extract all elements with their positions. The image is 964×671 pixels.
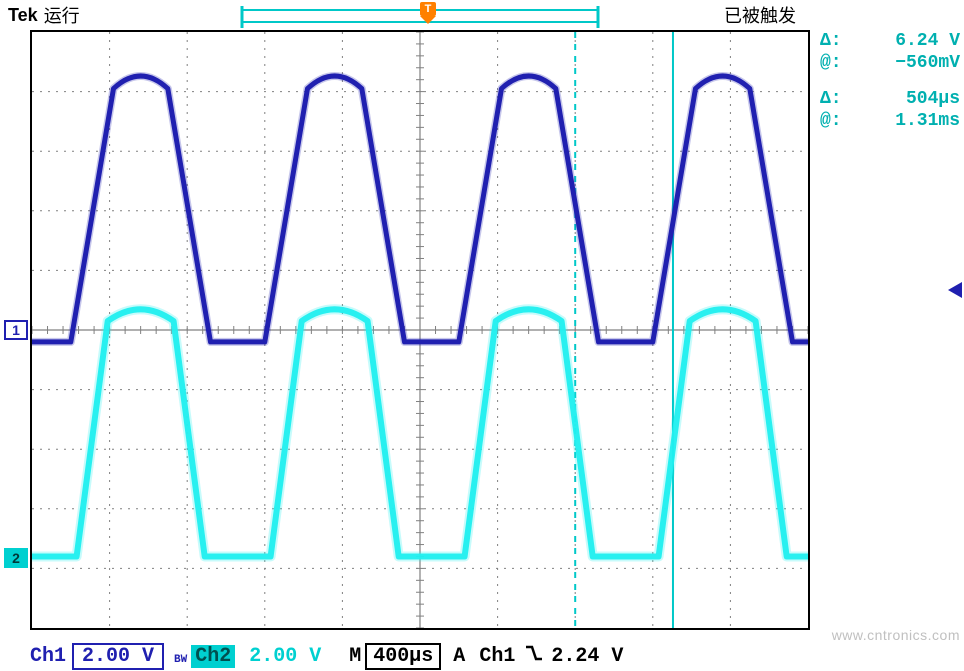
ch1-scale[interactable]: 2.00 V bbox=[72, 643, 164, 670]
tat-value: 1.31ms bbox=[895, 110, 960, 132]
trigger-mode-label: A bbox=[453, 645, 465, 668]
tdelta-value: 504µs bbox=[906, 88, 960, 110]
vat-value: −560mV bbox=[895, 52, 960, 74]
tdelta-label: Δ: bbox=[820, 88, 842, 110]
ch2-label: Ch2 bbox=[191, 645, 235, 668]
watermark-text: www.cntronics.com bbox=[832, 627, 960, 643]
trigger-arrow-down-icon bbox=[420, 16, 436, 24]
tat-row: @: 1.31ms bbox=[820, 110, 960, 132]
trigger-state: 已被触发 bbox=[724, 2, 796, 28]
tat-label: @: bbox=[820, 110, 842, 132]
trigger-slope-icon[interactable] bbox=[525, 644, 543, 669]
vdelta-row: Δ: 6.24 V bbox=[820, 30, 960, 52]
vat-row: @: −560mV bbox=[820, 52, 960, 74]
ch1-label: Ch1 bbox=[30, 645, 66, 668]
vdelta-label: Δ: bbox=[820, 30, 842, 52]
waveform-canvas bbox=[32, 32, 808, 628]
vat-label: @: bbox=[820, 52, 842, 74]
trigger-source[interactable]: Ch1 bbox=[479, 645, 515, 668]
trigger-t-icon: T bbox=[420, 2, 436, 16]
ch2-ground-marker: 2 bbox=[4, 548, 28, 568]
run-state: 运行 bbox=[44, 2, 80, 28]
scope-footer: Ch1 2.00 V BW Ch2 2.00 V M 400µs A Ch1 2… bbox=[30, 643, 623, 669]
oscilloscope-display bbox=[30, 30, 810, 630]
cursor-readout-panel: Δ: 6.24 V @: −560mV Δ: 504µs @: 1.31ms bbox=[820, 30, 960, 132]
timebase-value[interactable]: 400µs bbox=[365, 643, 441, 670]
ch1-ground-marker: 1 bbox=[4, 320, 28, 340]
ch2-scale[interactable]: 2.00 V bbox=[241, 645, 329, 668]
scope-header: Tek 运行 已被触发 bbox=[0, 2, 964, 28]
trigger-level-arrow-icon bbox=[948, 282, 962, 298]
trigger-position-marker-top: T bbox=[418, 2, 438, 30]
trigger-level[interactable]: 2.24 V bbox=[551, 645, 623, 668]
vdelta-value: 6.24 V bbox=[895, 30, 960, 52]
tdelta-row: Δ: 504µs bbox=[820, 88, 960, 110]
brand-label: Tek bbox=[8, 5, 38, 26]
timebase-label: M bbox=[349, 645, 361, 668]
bandwidth-icon: BW bbox=[174, 654, 187, 666]
